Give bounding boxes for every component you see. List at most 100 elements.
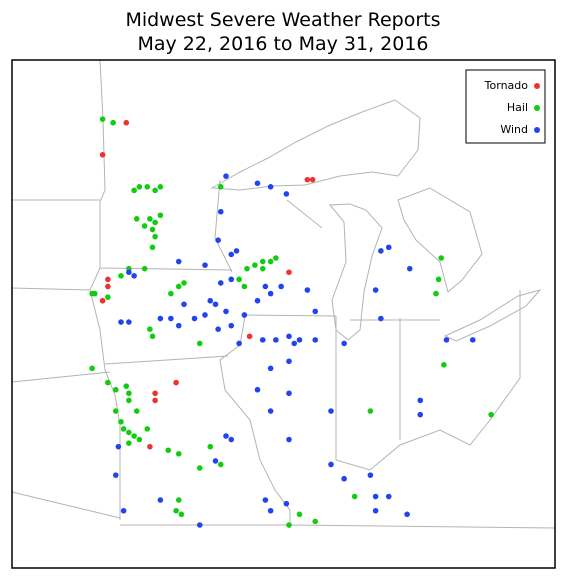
report-point xyxy=(296,337,303,343)
report-point xyxy=(236,276,242,283)
report-point xyxy=(341,475,347,482)
report-point xyxy=(312,308,319,315)
report-point xyxy=(126,269,132,276)
report-point xyxy=(259,258,266,265)
report-point xyxy=(488,411,494,418)
report-point xyxy=(223,308,229,315)
legend-label: Hail xyxy=(507,101,528,114)
report-point xyxy=(157,184,164,190)
report-point xyxy=(126,390,132,397)
report-point xyxy=(241,283,248,290)
report-point xyxy=(149,226,156,233)
report-point xyxy=(372,493,379,500)
report-point xyxy=(196,522,203,528)
report-point xyxy=(105,283,111,290)
report-point xyxy=(99,116,106,122)
state-borders xyxy=(11,59,556,529)
report-point xyxy=(341,340,347,347)
report-point xyxy=(115,443,122,450)
report-point xyxy=(291,340,298,347)
legend-box xyxy=(465,69,546,144)
report-point xyxy=(152,233,158,240)
title-line: Midwest Severe Weather Reports xyxy=(125,9,440,31)
report-point xyxy=(267,184,274,190)
report-point xyxy=(136,184,143,190)
report-point xyxy=(212,458,219,464)
report-point xyxy=(286,390,292,397)
report-point xyxy=(126,319,132,325)
report-point xyxy=(207,297,214,304)
report-point xyxy=(173,507,179,514)
report-point xyxy=(215,237,221,243)
report-point xyxy=(118,319,124,325)
report-point xyxy=(378,315,384,322)
report-point xyxy=(228,251,235,258)
report-point xyxy=(254,297,261,304)
lake-superior xyxy=(210,99,421,191)
report-point xyxy=(278,283,284,290)
report-point xyxy=(152,390,158,397)
report-point xyxy=(244,265,250,272)
report-point xyxy=(233,248,240,254)
report-point xyxy=(123,383,130,389)
report-point xyxy=(254,386,261,393)
report-point xyxy=(406,265,413,272)
report-point xyxy=(112,472,119,478)
report-point xyxy=(367,408,374,414)
report-point xyxy=(202,312,208,318)
report-point xyxy=(126,429,132,436)
report-point xyxy=(438,255,445,261)
report-point xyxy=(217,461,224,468)
report-point xyxy=(89,290,95,297)
report-point xyxy=(105,276,111,283)
report-point xyxy=(118,273,124,279)
report-point xyxy=(273,255,279,261)
report-point xyxy=(110,119,116,126)
report-point xyxy=(202,262,208,268)
report-point xyxy=(144,184,151,190)
report-point xyxy=(309,176,316,183)
report-point xyxy=(217,184,224,190)
report-point xyxy=(168,315,174,322)
report-point xyxy=(351,493,358,500)
legend-label: Tornado xyxy=(484,79,529,92)
report-point xyxy=(286,333,292,340)
report-point xyxy=(175,497,182,503)
report-point xyxy=(372,507,379,514)
report-point xyxy=(262,497,269,503)
report-point xyxy=(207,443,214,450)
legend-marker xyxy=(534,127,540,133)
title-line: May 22, 2016 to May 31, 2016 xyxy=(137,33,428,55)
report-point xyxy=(133,216,140,222)
report-point xyxy=(443,337,450,343)
report-point xyxy=(223,433,229,439)
legend-label: Wind xyxy=(500,123,528,136)
report-point xyxy=(296,511,303,518)
report-point xyxy=(228,436,235,443)
report-point xyxy=(157,497,164,503)
report-point xyxy=(286,436,292,443)
report-point xyxy=(123,119,130,126)
report-point xyxy=(372,287,379,293)
report-point xyxy=(367,472,374,478)
report-point xyxy=(283,191,290,197)
lake-michigan xyxy=(328,203,383,341)
report-point xyxy=(105,379,111,386)
report-point xyxy=(246,333,253,340)
report-point xyxy=(126,397,132,404)
report-point xyxy=(112,408,119,414)
report-point xyxy=(228,276,235,283)
report-point xyxy=(267,408,274,414)
lake-erie xyxy=(443,289,542,342)
report-point xyxy=(131,273,137,279)
report-point xyxy=(118,418,124,425)
report-point xyxy=(417,411,424,418)
report-point xyxy=(152,187,158,194)
report-point xyxy=(378,248,384,254)
report-point xyxy=(267,507,274,514)
report-point xyxy=(152,219,158,226)
report-point xyxy=(157,212,164,219)
report-point xyxy=(112,386,119,393)
